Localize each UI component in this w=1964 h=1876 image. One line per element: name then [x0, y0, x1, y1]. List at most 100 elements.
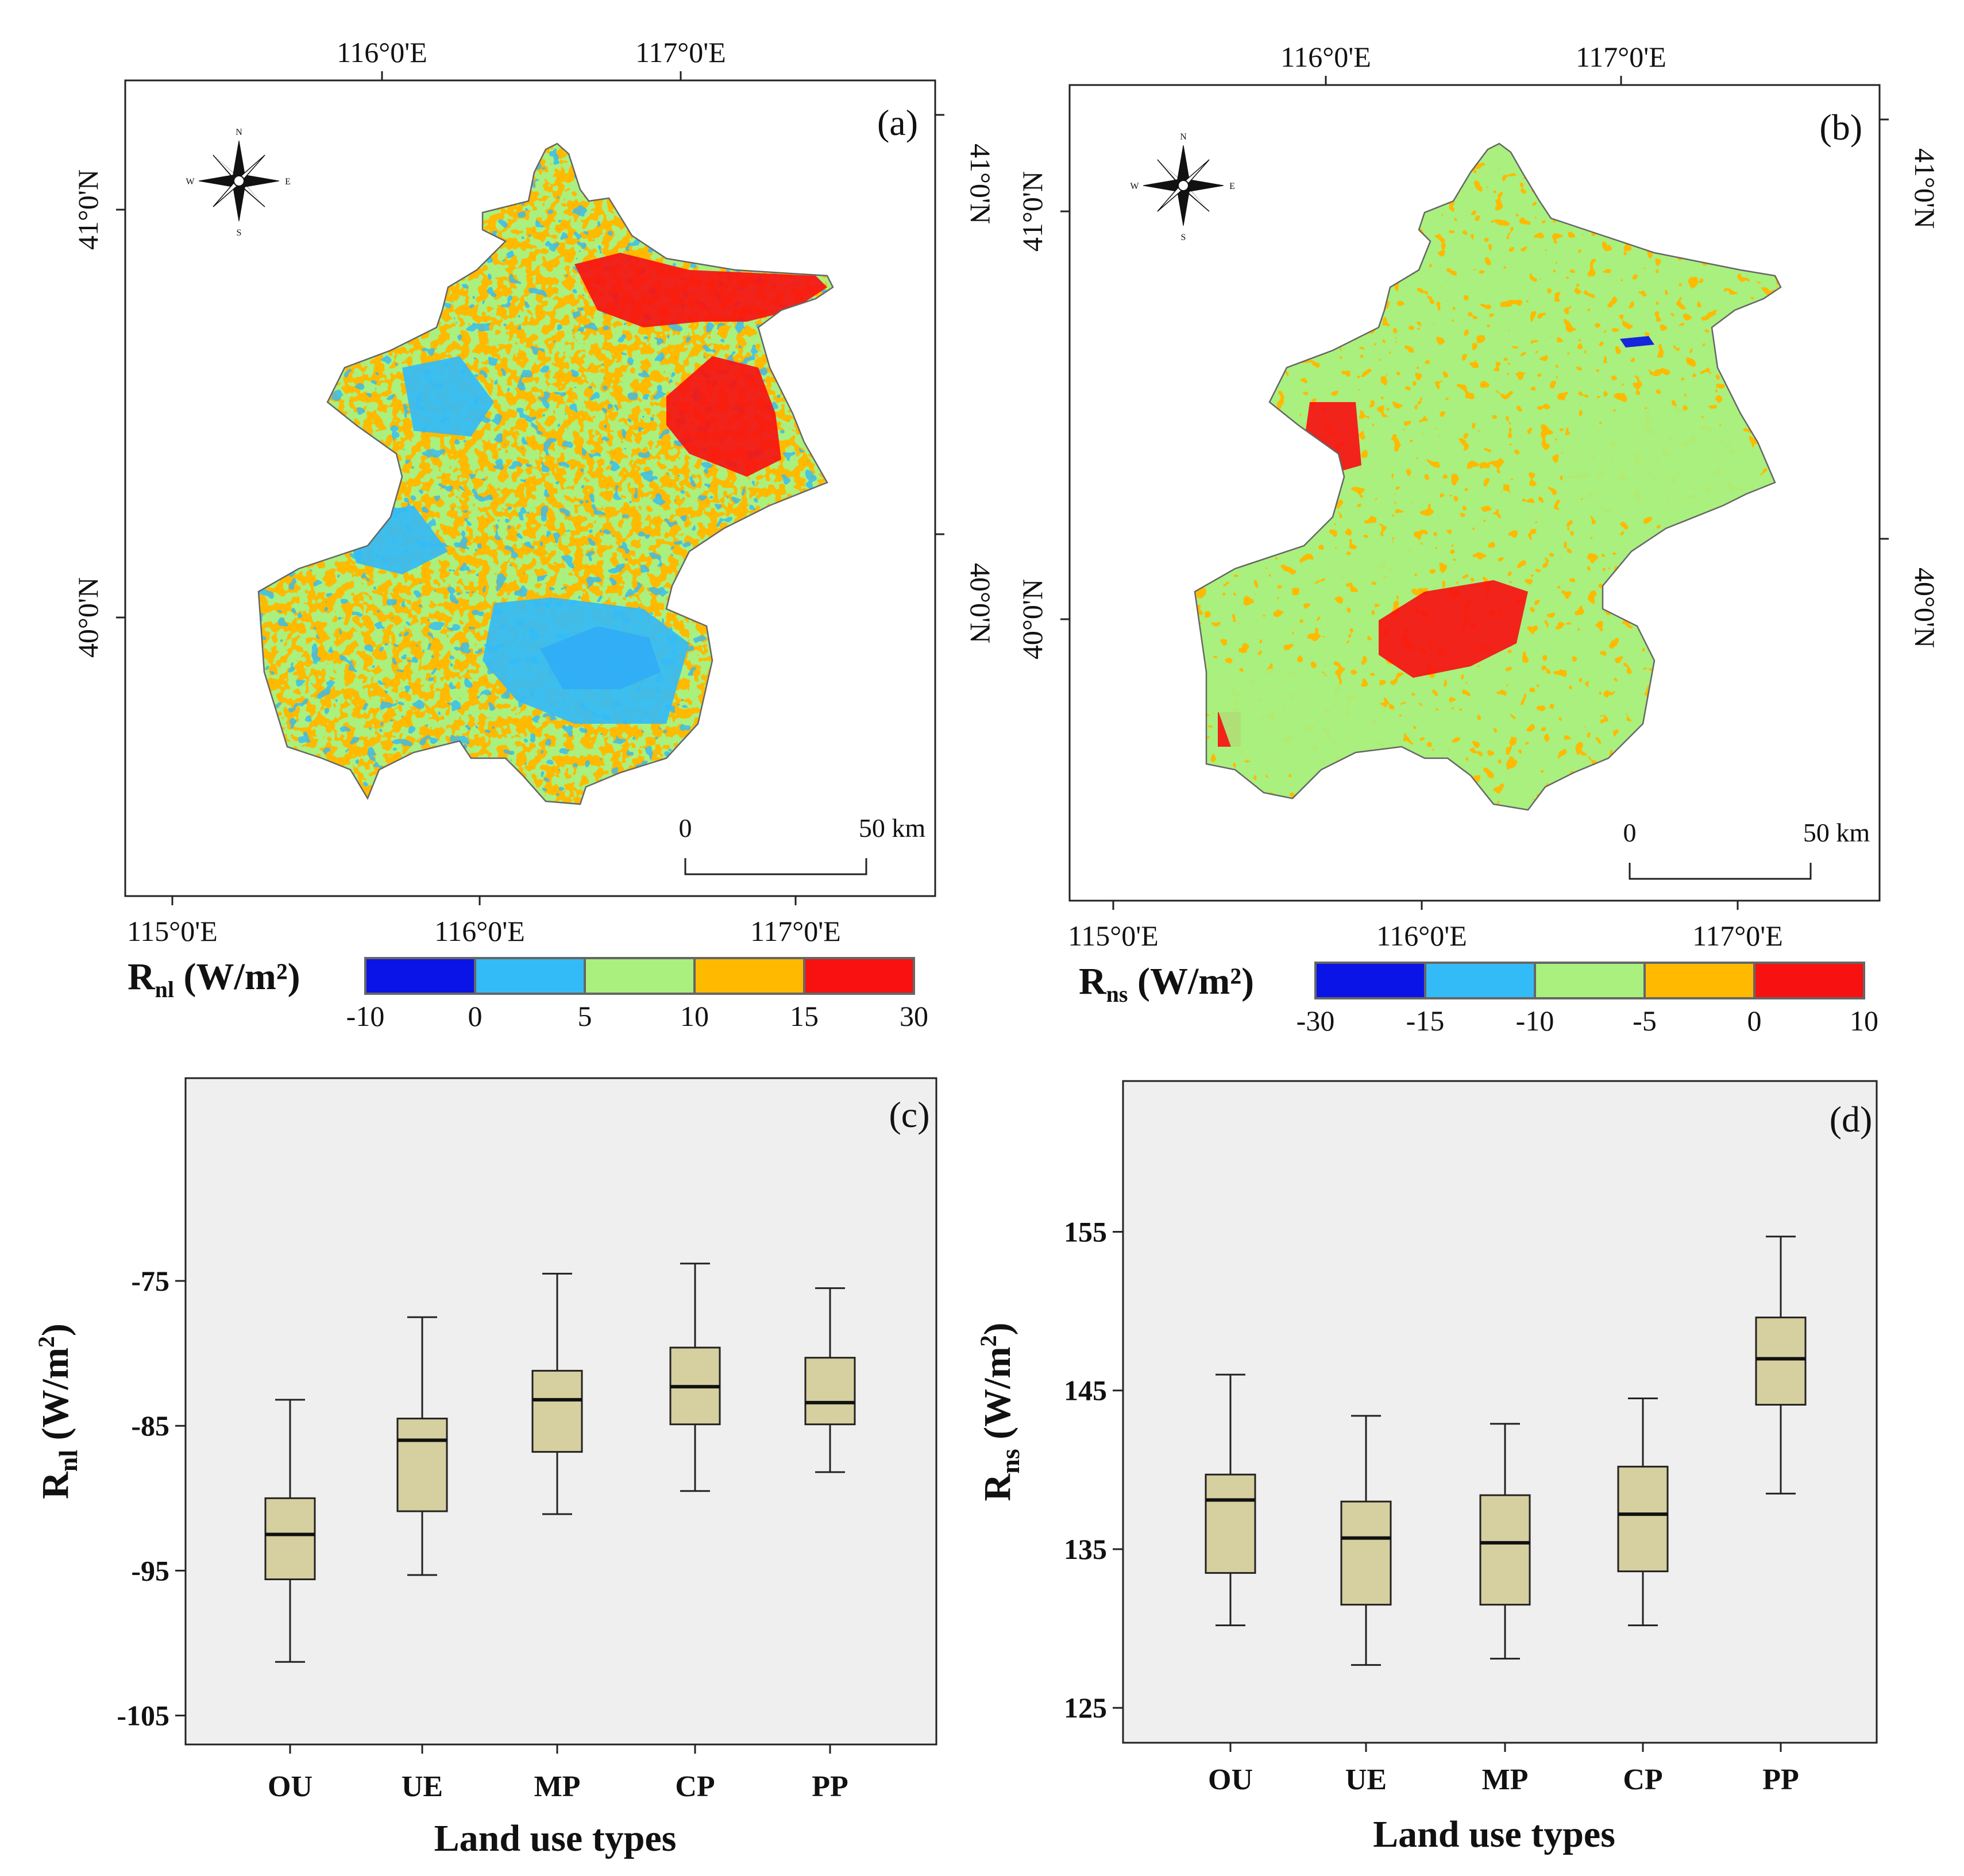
map-panel-a: 116°0'E 117°0'E 115°0'E 116°0'E 117°0'E 41°0'…: [72, 36, 997, 1032]
bottom-lon-label: 115°0'E: [127, 915, 218, 947]
scale-end: 50 km: [859, 813, 926, 843]
box-UE: [1340, 1415, 1392, 1666]
y-axis-title-part-0: R: [977, 1473, 1018, 1501]
legend-title: Rnl (W/m²): [128, 956, 300, 1002]
compass-n: N: [1180, 132, 1187, 142]
map-panel-b: 116°0'E 117°0'E 115°0'E 116°0'E 117°0'E 41°0'…: [1016, 41, 1941, 1037]
map-zone-6: [1620, 336, 1654, 348]
compass-center: [233, 175, 245, 187]
compass-w: W: [1130, 182, 1139, 191]
left-lat-label: 41°0'N: [1016, 171, 1048, 252]
legend-title-main: R: [1079, 960, 1107, 1002]
iqr-box: [1205, 1473, 1256, 1574]
legend-title: Rns (W/m²): [1079, 960, 1254, 1007]
legend-swatch: [1643, 962, 1755, 999]
color-legend: -10 0 5 10 15 30 Rnl (W/m²): [128, 956, 928, 1032]
box-PP: [1755, 1236, 1807, 1495]
compass-w: W: [186, 177, 195, 187]
box-OU: [1205, 1373, 1256, 1627]
box-MP: [1479, 1423, 1531, 1660]
y-axis-title-part-4: ): [34, 1323, 76, 1336]
iqr-box: [1340, 1500, 1392, 1606]
map-zone-0: [1379, 580, 1528, 678]
x-tick-label: CP: [1623, 1763, 1662, 1796]
legend-break-label: -10: [1516, 1005, 1554, 1037]
left-lat-label: 40°0'N: [1016, 579, 1048, 659]
legend-title-sub: nl: [155, 976, 174, 1002]
y-tick-label: 125: [1064, 1692, 1107, 1724]
scale-bar: [684, 858, 867, 875]
panel-label: (b): [1819, 107, 1862, 148]
y-tick-label: -105: [117, 1700, 169, 1732]
legend-swatch: [584, 957, 696, 995]
y-axis-title-part-4: ): [977, 1323, 1018, 1335]
legend-swatch: [803, 957, 915, 995]
compass-e: E: [285, 177, 291, 187]
legend-break-label: 10: [680, 1000, 709, 1032]
legend-break-label: -15: [1406, 1005, 1445, 1037]
y-axis-title-part-0: R: [34, 1471, 76, 1499]
scale-start: 0: [679, 813, 692, 843]
iqr-box: [396, 1418, 448, 1512]
x-axis-title: Land use types: [1373, 1813, 1615, 1855]
compass-diagonal: [213, 155, 242, 181]
right-lat-label: 41°0'N: [964, 144, 997, 224]
iqr-box: [264, 1497, 316, 1581]
y-axis-title-part-2: (W/m: [34, 1348, 76, 1450]
box-OU: [264, 1399, 316, 1663]
y-tick-label: 135: [1064, 1533, 1107, 1565]
box-MP: [531, 1272, 583, 1515]
right-lat-label: 40°0'N: [1909, 568, 1941, 648]
x-tick-label: OU: [1208, 1763, 1253, 1796]
box-CP: [1617, 1398, 1669, 1627]
compass-rose-icon: N S E W: [186, 128, 290, 238]
y-tick-label: -95: [131, 1554, 169, 1587]
legend-break-label: 15: [790, 1000, 819, 1032]
compass-n: N: [236, 128, 242, 137]
y-tick-label: 155: [1064, 1215, 1107, 1248]
legend-break-label: -10: [346, 1000, 385, 1032]
y-tick-label: -85: [131, 1410, 169, 1442]
y-axis-title-part-1: ns: [995, 1449, 1025, 1473]
iqr-box: [531, 1369, 583, 1453]
compass-s: S: [237, 228, 242, 238]
x-tick-label: MP: [1482, 1763, 1529, 1796]
bottom-lon-label: 117°0'E: [750, 915, 841, 947]
x-tick-label: CP: [675, 1770, 715, 1803]
top-lon-label: 116°0'E: [337, 36, 427, 68]
legend-swatch: [1753, 962, 1865, 999]
legend-swatch: [474, 957, 586, 995]
compass-e: E: [1229, 182, 1235, 191]
panel-label: (c): [889, 1094, 929, 1135]
map-zone-3: [483, 597, 689, 724]
left-lat-label: 40°0'N: [72, 577, 104, 658]
box-CP: [669, 1263, 721, 1492]
scale-end: 50 km: [1803, 818, 1870, 847]
plot-area: [1122, 1080, 1878, 1744]
panel-label: (a): [877, 102, 918, 143]
legend-break-label: 10: [1850, 1005, 1878, 1037]
x-tick-label: PP: [1762, 1763, 1799, 1796]
y-axis-title-part-3: 2: [975, 1335, 1001, 1347]
box-PP: [804, 1287, 856, 1473]
legend-title-main: R: [128, 956, 156, 998]
legend-break-label: 30: [900, 1000, 928, 1032]
legend-break-label: -30: [1297, 1005, 1335, 1037]
x-tick-label: PP: [812, 1770, 848, 1803]
color-legend: -30 -15 -10 -5 0 10 Rns (W/m²): [1079, 960, 1878, 1037]
legend-break-label: -5: [1633, 1005, 1657, 1037]
legend-break-label: 0: [1747, 1005, 1762, 1037]
y-tick-label: -75: [131, 1265, 169, 1297]
scale-bar: [1629, 863, 1812, 880]
top-lon-label: 117°0'E: [1576, 41, 1666, 73]
x-axis-title: Land use types: [434, 1817, 677, 1859]
map-zone-4: [1562, 402, 1758, 517]
legend-break-label: 0: [468, 1000, 483, 1032]
x-tick-label: MP: [534, 1770, 581, 1803]
iqr-box: [1617, 1465, 1669, 1573]
map-zone-5: [1321, 540, 1436, 586]
map-zone-1: [666, 356, 781, 477]
bottom-lon-label: 115°0'E: [1068, 920, 1159, 952]
iqr-box: [1755, 1317, 1807, 1406]
top-lon-label: 117°0'E: [635, 36, 726, 68]
